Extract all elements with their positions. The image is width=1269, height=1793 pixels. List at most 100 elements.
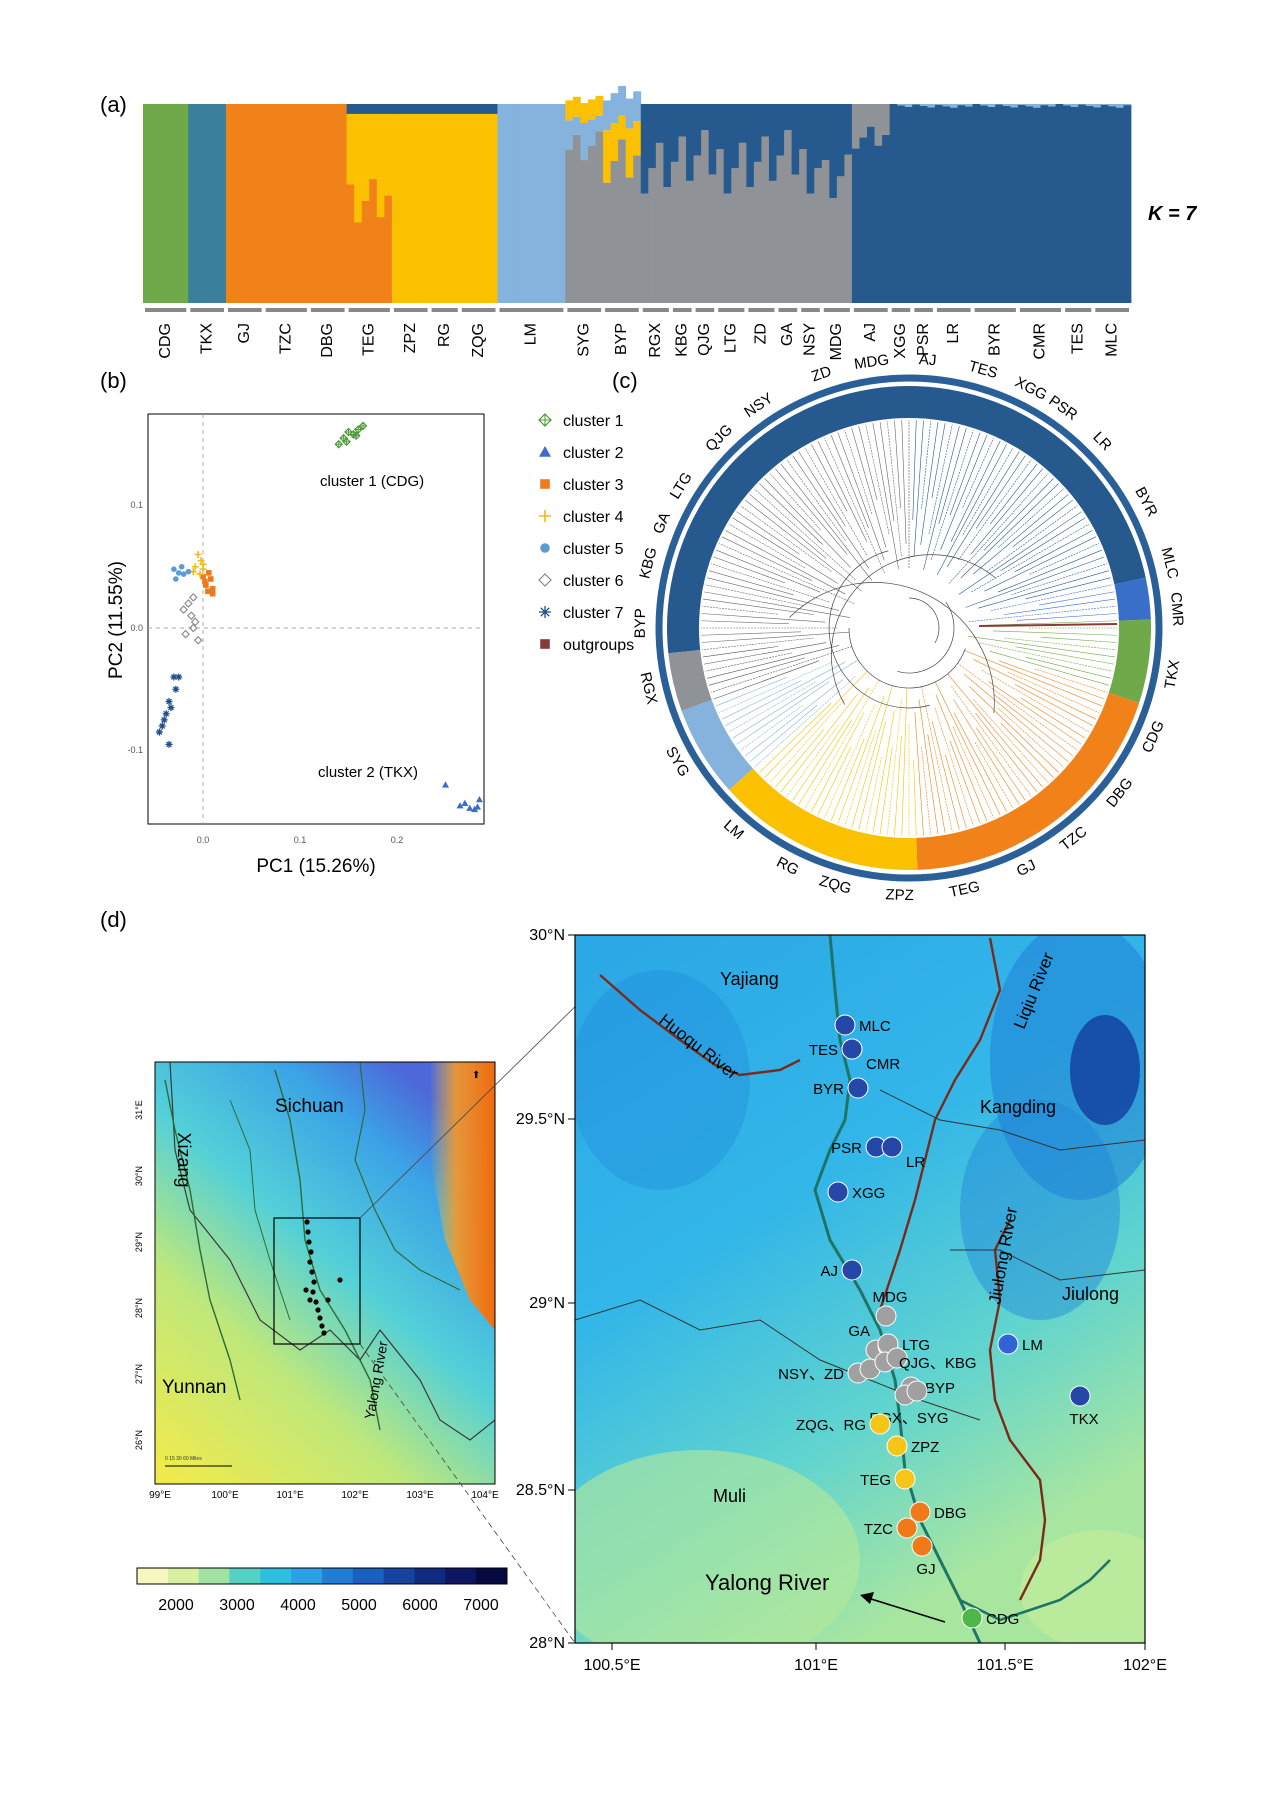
admixture-bar-segment <box>603 100 611 131</box>
pop-label: MDG <box>828 323 845 360</box>
tree-branch <box>913 759 917 836</box>
admixture-bar-segment <box>459 104 468 114</box>
admixture-bar-segment <box>218 104 227 303</box>
pca-xtick: 0.1 <box>294 835 307 845</box>
admixture-bar-segment <box>753 104 762 162</box>
admixture-bar-segment <box>625 128 634 178</box>
tree-branch <box>962 447 1014 535</box>
tree-ring-label: MDG <box>853 351 890 373</box>
tree-branch <box>798 451 846 527</box>
tree-branch <box>969 686 1059 773</box>
pca-legend: cluster 1 cluster 2 cluster 3 cluster 4 clus… <box>538 413 634 654</box>
admixture-bar-segment <box>821 104 830 161</box>
pca-point <box>200 573 206 580</box>
tree-branch <box>858 721 887 830</box>
detail-highland <box>1070 1015 1140 1125</box>
tree-ring-label: MLC <box>1157 546 1181 581</box>
site-pie <box>886 1347 908 1369</box>
detail-xtick: 101°E <box>794 1657 838 1674</box>
pca-point <box>187 611 196 621</box>
admixture-bar-segment <box>618 139 627 303</box>
tree-branch <box>1007 671 1100 713</box>
admixture-bar-segment <box>369 179 378 303</box>
admixture-bar-segment <box>648 168 657 303</box>
pca-legend-label: cluster 2 <box>563 445 624 462</box>
admixture-bar-segment <box>527 104 536 303</box>
detail-y-ticks: 30°N 29.5°N 29°N 28.5°N 28°N <box>516 927 575 1652</box>
tree-ring-label: LR <box>1089 429 1115 455</box>
admixture-bar-segment <box>980 105 989 303</box>
tree-branch <box>931 721 960 830</box>
admixture-bar-segment <box>241 104 249 303</box>
admixture-bar-segment <box>829 104 838 199</box>
tree-branch <box>824 704 876 819</box>
pop-label: NSY <box>802 323 819 356</box>
tree-branch <box>999 660 1105 700</box>
pca-ytick: -0.1 <box>127 745 143 755</box>
tree-branch <box>953 699 1020 805</box>
pop-label: ZPZ <box>402 323 419 353</box>
pop-label: CMR <box>1032 323 1049 359</box>
admixture-bar-segment <box>1078 104 1087 303</box>
tree-branch <box>978 570 1110 609</box>
tree-ring-label: GJ <box>1014 857 1039 881</box>
overview-site-dot <box>309 1269 315 1275</box>
admixture-bar-segment <box>640 104 649 194</box>
admixture-bar-segment <box>1048 106 1056 303</box>
place-jiulong: Jiulong <box>1062 1284 1119 1304</box>
tree-branch <box>1014 530 1093 572</box>
pop-label: GJ <box>236 323 253 343</box>
site-pie <box>961 1607 983 1629</box>
admixture-bar-segment <box>904 104 913 107</box>
tree-outgroup-branch <box>978 623 1118 627</box>
admixture-bar-segment <box>799 104 808 150</box>
elevation-legend-label: 2000 <box>158 1597 194 1614</box>
admixture-bar-segment <box>836 104 845 177</box>
pca-point <box>165 740 173 748</box>
admixture-bar-segment <box>339 104 348 303</box>
admixture-bar-segment <box>331 104 340 303</box>
admixture-bar-segment <box>587 119 596 146</box>
pop-label: QJG <box>696 323 713 356</box>
admixture-bar-segment <box>1002 104 1011 106</box>
tree-branch <box>953 712 1007 812</box>
tree-branch <box>811 444 848 512</box>
site-label: MDG <box>873 1289 908 1306</box>
elevation-legend: 2000 3000 4000 5000 6000 7000 <box>136 1567 508 1614</box>
admixture-bar-segment <box>572 96 581 117</box>
pca-legend-marker <box>539 606 551 618</box>
pca-legend-label: outgroups <box>563 637 634 654</box>
overview-ytick: 28°N <box>134 1298 144 1318</box>
tree-branch <box>973 494 1069 575</box>
tree-branch <box>704 642 827 665</box>
site-pie <box>1069 1385 1091 1407</box>
tree-ring-label: TEG <box>948 878 982 901</box>
tree-branch <box>744 499 862 592</box>
admixture-bar-segment <box>1002 105 1011 303</box>
overview-site-dot <box>308 1249 314 1255</box>
tree-branch <box>736 511 800 555</box>
tree-ring-label: LM <box>720 817 747 844</box>
site-label: ZPZ <box>911 1439 939 1456</box>
tree-branch <box>707 577 840 611</box>
admixture-bar-segment <box>346 113 355 185</box>
admixture-bar-segment <box>203 104 212 303</box>
site-pie <box>881 1136 903 1158</box>
site-label: GJ <box>916 1561 935 1578</box>
overview-site-dot <box>307 1259 313 1265</box>
tree-branch <box>705 652 792 672</box>
overview-place-xizang: Xizang <box>174 1132 194 1187</box>
pop-label: KBG <box>674 323 691 357</box>
site-label: MLC <box>859 1018 891 1035</box>
tree-branch <box>894 735 902 836</box>
tree-branch <box>920 421 939 545</box>
tree-branch <box>1014 684 1093 726</box>
site-label: LR <box>906 1154 925 1171</box>
admixture-bar-segment <box>195 104 204 303</box>
admixture-bar-segment <box>437 113 446 303</box>
pca-point <box>155 728 163 736</box>
admixture-bar-segment <box>723 104 732 194</box>
elevation-legend-label: 6000 <box>402 1597 438 1614</box>
tree-branch <box>749 494 827 559</box>
tree-ring-label: RGX <box>636 670 660 706</box>
